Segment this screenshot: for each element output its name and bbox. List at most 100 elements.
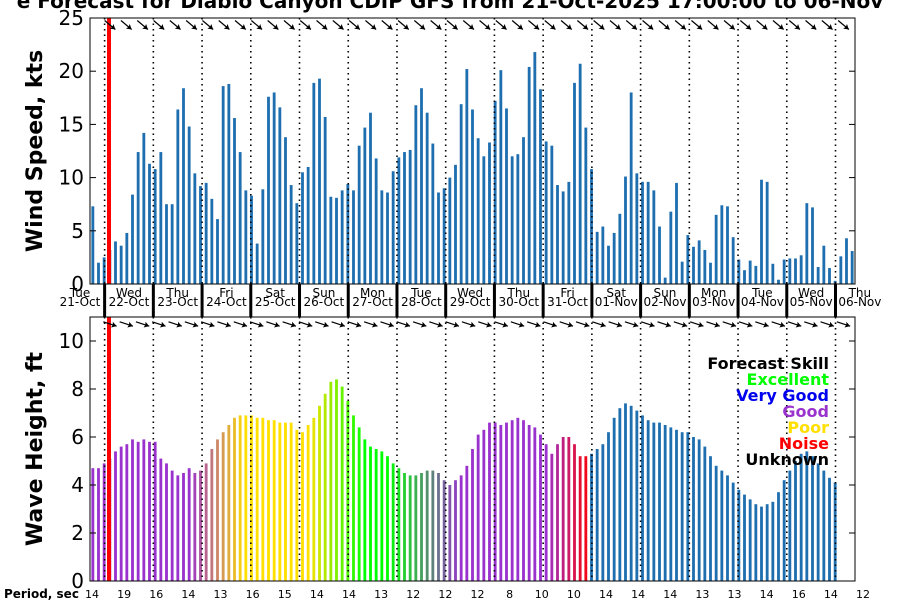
wave-bar <box>720 470 724 581</box>
direction-arrow <box>218 20 230 30</box>
direction-arrow <box>396 321 411 328</box>
direction-arrow <box>332 20 344 30</box>
wind-bar <box>165 204 168 284</box>
wind-bar <box>272 92 276 284</box>
wave-bar <box>805 451 809 581</box>
wave-bar <box>142 439 146 581</box>
direction-arrow <box>479 20 491 30</box>
wave-bar <box>493 422 497 581</box>
wind-bar <box>216 219 219 284</box>
arrow-head <box>794 23 800 30</box>
y-tick-label: 4 <box>71 473 84 497</box>
direction-arrow <box>495 20 507 30</box>
wave-bar <box>408 475 412 581</box>
wind-bar <box>403 152 406 284</box>
wind-bar <box>357 145 361 284</box>
arrow-head <box>631 23 637 30</box>
wave-bar <box>346 401 350 581</box>
wave-bar <box>454 480 457 581</box>
wind-bar <box>374 158 378 284</box>
wind-bar <box>131 194 134 284</box>
arrow-head <box>484 23 491 30</box>
arrow-head <box>403 23 409 30</box>
wave-height-panel: 0 2 4 6 8 10 Wave Height, ft <box>23 316 856 593</box>
wind-bar <box>556 185 559 284</box>
direction-arrow <box>299 20 312 30</box>
direction-arrow <box>202 20 214 30</box>
direction-arrow <box>315 321 329 328</box>
arrow-head <box>223 23 230 30</box>
direction-arrow <box>461 321 476 328</box>
arrow-head <box>534 321 541 328</box>
wave-bar <box>754 504 758 581</box>
arrow-head <box>208 321 215 328</box>
arrow-head <box>697 321 704 328</box>
wind-bar <box>641 181 644 284</box>
y-tick-label: 20 <box>59 59 84 83</box>
wind-bar <box>516 154 520 284</box>
wave-bar <box>482 429 486 581</box>
arrow-head <box>306 321 313 328</box>
wind-bar <box>561 191 565 284</box>
wind-bar <box>284 137 287 284</box>
wave-bar <box>267 420 270 581</box>
wind-bar <box>499 70 503 284</box>
period-value: 12 <box>438 588 452 600</box>
arrow-head <box>468 23 474 30</box>
wave-bar <box>680 432 684 581</box>
wind-bar <box>199 186 202 284</box>
wind-bar <box>624 176 627 284</box>
direction-arrow <box>430 20 442 30</box>
arrow-head <box>811 321 818 328</box>
arrow-head <box>176 321 182 328</box>
wind-bar <box>845 238 848 284</box>
day-name: Fri <box>560 286 574 300</box>
wind-bar <box>442 188 446 284</box>
arrow-head <box>663 23 670 30</box>
wind-bar <box>136 152 140 284</box>
wind-bar <box>612 232 616 284</box>
direction-arrow <box>153 20 165 30</box>
wind-bar <box>822 245 826 284</box>
wind-bar <box>658 226 661 284</box>
wind-bar <box>425 112 429 284</box>
arrow-head <box>810 23 817 30</box>
wave-bar <box>658 422 661 581</box>
wind-bar <box>170 204 174 284</box>
arrow-head <box>533 23 540 30</box>
arrow-head <box>582 23 589 30</box>
direction-arrow <box>282 321 297 328</box>
arrow-head <box>828 321 834 328</box>
wave-bar <box>510 420 514 581</box>
arrow-head <box>159 321 166 328</box>
direction-arrow <box>169 20 181 30</box>
wave-bar <box>278 422 282 581</box>
wave-bar <box>527 425 531 581</box>
arrow-head <box>844 321 851 328</box>
wave-bar <box>448 485 452 581</box>
period-value: 15 <box>278 588 292 600</box>
arrow-head <box>777 23 784 30</box>
arrow-head <box>143 321 150 328</box>
arrow-head <box>288 23 295 30</box>
wave-bar <box>816 463 820 581</box>
direction-arrow <box>267 20 279 30</box>
day-date: 25-Oct <box>255 295 296 309</box>
period-value: 16 <box>792 588 806 600</box>
wave-bar <box>641 415 644 581</box>
wind-bar <box>318 78 321 285</box>
arrow-head <box>420 321 427 328</box>
direction-arrow <box>104 20 116 30</box>
direction-arrow <box>510 321 525 328</box>
arrow-head <box>517 23 523 30</box>
arrow-head <box>174 23 181 30</box>
wave-bar <box>182 473 185 581</box>
direction-arrow <box>804 321 818 328</box>
direction-arrow <box>445 321 460 328</box>
direction-arrow <box>249 321 264 328</box>
wave-bar <box>102 463 106 581</box>
wind-bar <box>261 189 265 284</box>
wave-bar <box>459 475 463 581</box>
period-value: 13 <box>214 588 228 600</box>
wave-bar <box>550 453 554 581</box>
